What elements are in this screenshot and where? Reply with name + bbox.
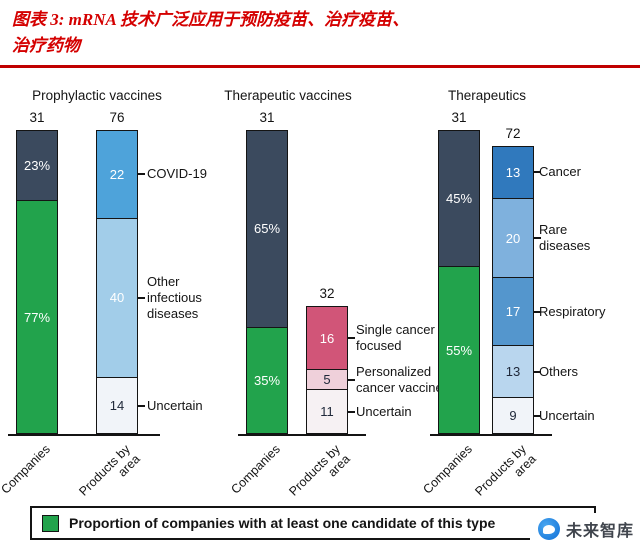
segment-side-label: Cancer (539, 164, 581, 179)
watermark-text: 未来智库 (565, 523, 634, 540)
bar-total: 32 (319, 286, 335, 301)
bar-segment: 13 (493, 344, 533, 397)
legend-label: Proportion of companies with at least on… (69, 515, 496, 531)
bar-segment: 16 (307, 307, 347, 369)
bar-segment: 77% (17, 200, 57, 433)
bar-segment: 22 (97, 131, 137, 218)
bar-segment: 11 (307, 389, 347, 433)
segment-tick (348, 337, 355, 339)
segment-tick (348, 379, 355, 381)
chart-legend: Proportion of companies with at least on… (30, 506, 596, 540)
segment-side-label: Uncertain (147, 398, 203, 413)
stacked-bar-products: 16 5 11 (306, 306, 348, 434)
segment-tick (138, 405, 145, 407)
panel-title: Therapeutics (447, 88, 527, 103)
x-axis-line (8, 434, 160, 436)
bar-segment: 20 (493, 197, 533, 278)
bar-total: 72 (505, 126, 521, 141)
stacked-bar-products: 22 40 14 (96, 130, 138, 434)
bar-total: 31 (259, 110, 275, 125)
bar-segment: 35% (247, 326, 287, 433)
stacked-bar-companies: 65% 35% (246, 130, 288, 434)
figure-title-line1: 图表 3: mRNA 技术广泛应用于预防疫苗、治疗疫苗、 (12, 10, 410, 29)
panel-title: Prophylactic vaccines (32, 88, 162, 103)
stacked-bar-products: 13 20 17 13 9 (492, 146, 534, 434)
segment-tick (534, 311, 541, 313)
segment-tick (138, 297, 145, 299)
x-axis-line (430, 434, 552, 436)
segment-tick (534, 237, 541, 239)
bar-segment: 5 (307, 369, 347, 390)
segment-side-label: Single cancer focused (356, 322, 435, 353)
bar-segment: 17 (493, 277, 533, 345)
bar-segment: 14 (97, 376, 137, 433)
bar-segment: 45% (439, 131, 479, 267)
segment-tick (534, 415, 541, 417)
segment-side-label: Uncertain (539, 408, 595, 423)
segment-side-label: Personalized cancer vaccine (356, 364, 443, 395)
watermark-logo-icon (537, 518, 560, 540)
segment-side-label: Others (539, 364, 579, 379)
stacked-bar-companies: 23% 77% (16, 130, 58, 434)
panel-title: Therapeutic vaccines (224, 88, 352, 103)
watermark: 未来智库 (529, 513, 638, 545)
figure-title: 图表 3: mRNA 技术广泛应用于预防疫苗、治疗疫苗、 治疗药物 (0, 0, 640, 68)
segment-side-label: Respiratory (539, 304, 606, 319)
legend-green-swatch-icon (42, 514, 59, 532)
segment-side-label: Other infectious diseases (147, 274, 202, 321)
bar-segment: 13 (493, 147, 533, 198)
segment-side-label: Uncertain (356, 404, 412, 419)
bar-segment: 55% (439, 266, 479, 433)
bar-segment: 9 (493, 396, 533, 433)
bar-segment: 23% (17, 131, 57, 201)
bar-segment: 40 (97, 217, 137, 377)
segment-tick (534, 171, 541, 173)
segment-tick (138, 173, 145, 175)
segment-tick (534, 371, 541, 373)
bar-total: 76 (109, 110, 125, 125)
bar-segment: 65% (247, 131, 287, 327)
stacked-bar-companies: 45% 55% (438, 130, 480, 434)
bar-total: 31 (29, 110, 45, 125)
figure-title-line2: 治疗药物 (12, 36, 80, 55)
x-axis-line (238, 434, 366, 436)
segment-side-label: Rare diseases (539, 222, 591, 253)
segment-tick (348, 411, 355, 413)
bar-total: 31 (451, 110, 467, 125)
segment-side-label: COVID-19 (147, 166, 207, 181)
